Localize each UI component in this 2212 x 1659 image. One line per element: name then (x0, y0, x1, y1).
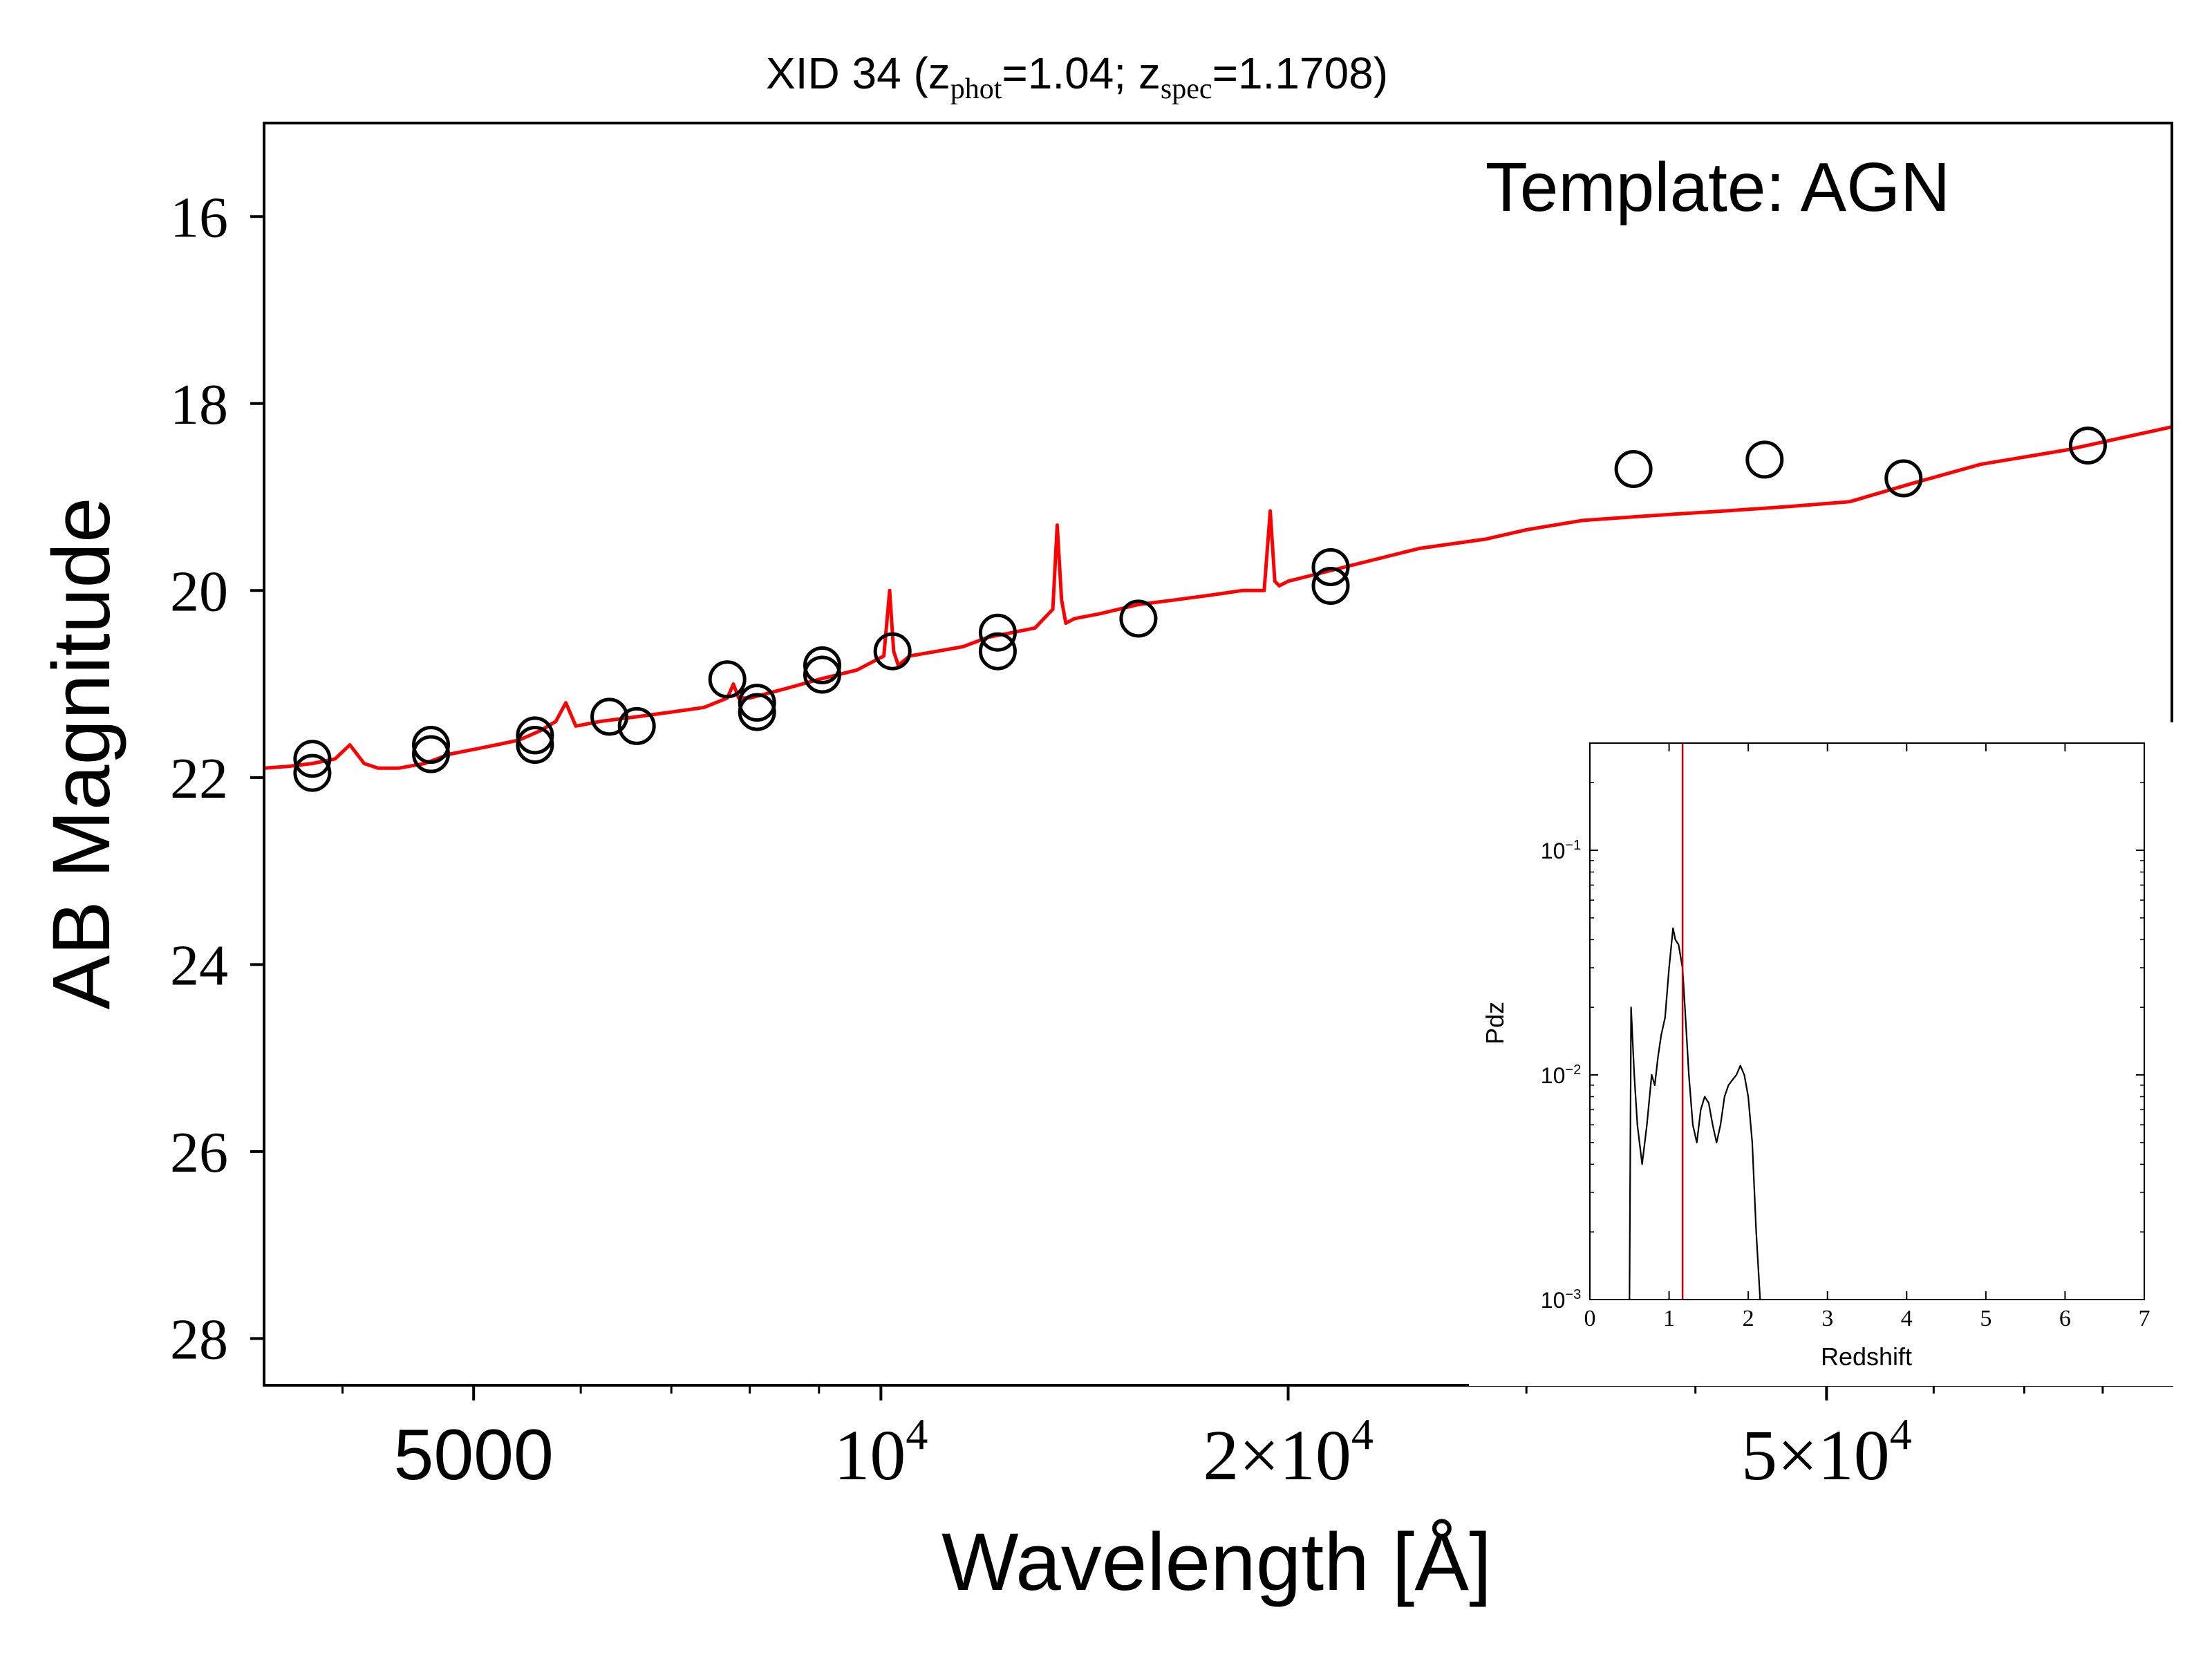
photometry-point (293, 753, 332, 792)
title-prefix: XID 34 (z (766, 48, 950, 98)
y-axis-label: AB Magnitude (36, 497, 127, 1009)
title-suffix: =1.1708) (1212, 48, 1388, 98)
x-tick-label-base: 2×10 (1203, 1416, 1351, 1495)
photometry-point (738, 693, 776, 731)
y-axis: 16 18 20 22 24 26 28 (170, 185, 264, 1371)
x-tick-label: 5×104 (1741, 1409, 1912, 1495)
pdz-curve (1629, 927, 1761, 1301)
inset-x-tick-label: 1 (1663, 1306, 1675, 1331)
inset-y-axis: 10−110−210−3 (1541, 782, 2144, 1313)
x-tick-label: 5000 (393, 1415, 553, 1495)
inset-y-tick-label-base: 10 (1541, 1288, 1566, 1313)
chart-title: XID 34 (zphot=1.04; zspec=1.1708) (766, 48, 1388, 105)
inset-x-tick-label: 5 (1980, 1306, 1991, 1331)
y-tick-label: 16 (170, 185, 228, 250)
title-sub-phot: phot (950, 73, 1002, 105)
pdz-plot-area (1629, 743, 1761, 1301)
photometry-point (978, 632, 1017, 671)
x-tick-label-base: 10 (834, 1416, 906, 1495)
inset-y-axis-label: Pdz (1481, 1002, 1509, 1044)
inset-y-tick-label-exponent: −1 (1565, 838, 1581, 853)
x-tick-label: 2×104 (1203, 1409, 1374, 1495)
y-tick-label: 26 (170, 1121, 228, 1185)
inset-x-tick-label: 4 (1901, 1306, 1913, 1331)
photometry-point (516, 726, 554, 764)
photometry-point (978, 613, 1017, 652)
inset-x-tick-label: 7 (2139, 1306, 2150, 1331)
inset-x-axis: 0 1 2 3 4 5 6 7 (1584, 743, 2150, 1331)
x-tick-label-exponent: 4 (906, 1409, 928, 1459)
photometry-point (803, 646, 841, 684)
template-model-line (263, 425, 2173, 770)
y-tick-label: 22 (170, 747, 228, 811)
photometry-point (1311, 548, 1350, 586)
inset-plot-frame (1589, 742, 2145, 1300)
inset-x-tick-label: 6 (2059, 1306, 2071, 1331)
x-axis-label: Wavelength [Å] (941, 1517, 1492, 1608)
photometry-point (617, 706, 656, 745)
inset-y-tick-label: 10−2 (1541, 1062, 1581, 1088)
inset-y-tick-label-exponent: −2 (1565, 1062, 1581, 1078)
inset-y-tick-label-base: 10 (1541, 838, 1566, 863)
inset-y-tick-label-exponent: −3 (1565, 1287, 1581, 1302)
photometry-point (516, 716, 554, 755)
photometry-point (2068, 427, 2107, 465)
x-tick-label: 104 (834, 1409, 928, 1495)
inset-y-tick-label: 10−3 (1541, 1287, 1581, 1313)
photometry-point (1119, 599, 1158, 638)
inset-x-tick-label: 3 (1821, 1306, 1833, 1331)
inset-x-tick-label: 2 (1743, 1306, 1754, 1331)
photometry-point (412, 735, 450, 774)
inset-background (1469, 722, 2174, 1386)
inset-x-axis-label: Redshift (1821, 1342, 1912, 1371)
template-annotation: Template: AGN (1485, 149, 1951, 226)
photometry-point (873, 632, 912, 671)
photometry-point (708, 660, 747, 699)
photometry-point (738, 684, 776, 722)
y-tick-label: 18 (170, 373, 228, 437)
photometry-point (1745, 440, 1784, 479)
photometry-point (1884, 459, 1923, 498)
x-tick-label-exponent: 4 (1351, 1409, 1374, 1459)
inset-y-tick-label: 10−1 (1541, 838, 1581, 863)
photometry-point (590, 697, 629, 736)
sed-plot-area (263, 425, 2173, 792)
x-tick-label-base: 5×10 (1741, 1416, 1890, 1495)
sed-chart: XID 34 (zphot=1.04; zspec=1.1708) 161820… (36, 48, 2173, 1608)
title-mid: =1.04; z (1002, 48, 1161, 98)
y-tick-label: 20 (170, 559, 228, 624)
x-axis: 5000 104 2×104 5×104 (341, 1385, 2104, 1495)
x-tick-label-exponent: 4 (1890, 1409, 1912, 1459)
x-tick-label-base: 5000 (393, 1415, 553, 1495)
title-sub-spec: spec (1161, 73, 1212, 105)
photometry-point (293, 740, 332, 778)
y-tick-label: 28 (170, 1307, 228, 1371)
y-tick-label: 24 (170, 933, 228, 997)
inset-x-tick-label: 0 (1584, 1306, 1596, 1331)
photometry-point (803, 655, 841, 694)
inset-y-tick-label-base: 10 (1541, 1063, 1566, 1088)
photometry-point (1614, 450, 1653, 488)
photometry-point (1311, 567, 1350, 605)
photometry-point (412, 726, 450, 764)
